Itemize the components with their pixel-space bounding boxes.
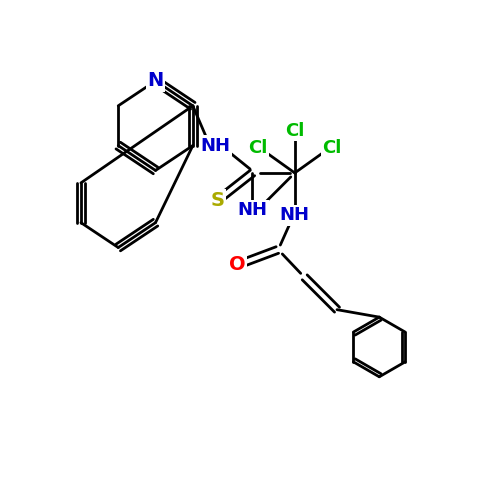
Text: S: S [210,191,224,210]
Text: Cl: Cl [248,139,267,157]
Text: Cl: Cl [322,139,342,157]
Text: Cl: Cl [285,122,304,140]
Text: NH: NH [280,206,310,224]
Text: N: N [148,72,164,90]
Text: O: O [230,256,246,274]
Text: NH: NH [238,201,268,219]
Text: NH: NH [200,136,230,154]
